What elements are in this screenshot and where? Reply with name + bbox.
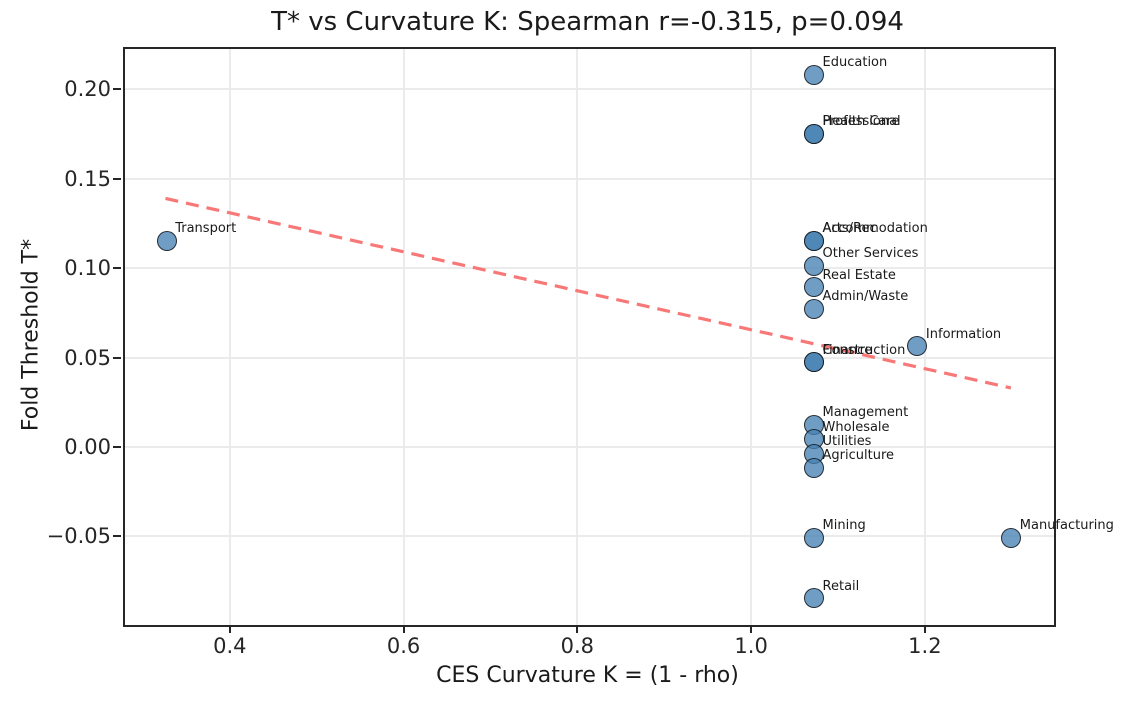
data-point-label: Health Care — [822, 114, 900, 130]
data-point — [804, 230, 825, 251]
x-tick-label: 0.8 — [560, 634, 595, 658]
x-tick-mark — [402, 625, 405, 633]
x-gridline — [402, 49, 405, 625]
x-gridline — [576, 49, 579, 625]
y-gridline — [125, 356, 1054, 359]
x-tick-mark — [576, 625, 579, 633]
data-point-label: Admin/Waste — [822, 289, 909, 305]
trend-line-layer — [165, 196, 1012, 390]
x-tick-label: 0.4 — [213, 634, 247, 658]
data-point — [156, 230, 177, 251]
data-point — [804, 527, 825, 548]
y-tick-label: 0.00 — [64, 434, 111, 459]
data-point-label: Mining — [822, 518, 866, 534]
data-point-label: Agriculture — [822, 448, 895, 464]
plot-area: Education Health Care Professional Transpor… — [123, 47, 1114, 627]
y-gridline — [125, 177, 1054, 180]
x-gridline — [228, 49, 231, 625]
data-point-label: Accommodation — [822, 221, 928, 237]
y-tick-mark — [113, 445, 121, 448]
data-point-label: Construction — [822, 342, 906, 358]
x-gridline — [750, 49, 753, 625]
data-point-label: Education — [822, 55, 888, 71]
data-point — [804, 255, 825, 276]
data-point-label: Utilities — [822, 434, 872, 450]
y-tick-label: −0.05 — [46, 524, 111, 549]
x-tick-mark — [923, 625, 926, 633]
data-point — [804, 588, 825, 609]
data-point — [804, 298, 825, 319]
y-gridline — [125, 267, 1054, 270]
data-point-label: Manufacturing — [1019, 518, 1114, 534]
data-point-label: Wholesale — [822, 419, 890, 435]
trend-line — [165, 196, 1012, 390]
data-point — [804, 277, 825, 298]
data-point-label: Real Estate — [822, 267, 896, 283]
y-tick-mark — [113, 356, 121, 359]
x-gridline — [923, 49, 926, 625]
data-point — [804, 123, 825, 144]
chart-title: T* vs Curvature K: Spearman r=-0.315, p=… — [271, 7, 904, 37]
x-tick-mark — [750, 625, 753, 633]
x-tick-label: 0.6 — [386, 634, 421, 658]
data-point-label: Professional — [822, 114, 901, 130]
x-tick-mark — [228, 625, 231, 633]
x-axis-label: CES Curvature K = (1 - rho) — [436, 663, 739, 688]
data-point-label: Retail — [822, 578, 860, 594]
y-tick-mark — [113, 88, 121, 91]
data-point-label: Transport — [175, 221, 237, 237]
data-point-label: Arts/Rec — [822, 221, 877, 237]
data-point — [804, 64, 825, 85]
data-point — [804, 457, 825, 478]
data-point-label: Finance — [822, 342, 873, 358]
y-tick-mark — [113, 267, 121, 270]
data-point-label: Management — [822, 405, 909, 421]
y-tick-label: 0.15 — [64, 166, 111, 191]
y-tick-label: 0.10 — [64, 256, 111, 281]
y-tick-mark — [113, 535, 121, 538]
x-tick-label: 1.2 — [908, 634, 942, 658]
data-point-label: Other Services — [822, 246, 919, 262]
data-point — [907, 336, 928, 357]
x-tick-label: 1.0 — [734, 634, 768, 658]
y-tick-mark — [113, 177, 121, 180]
data-point — [1001, 527, 1022, 548]
y-gridline — [125, 535, 1054, 538]
data-point-label: Information — [925, 326, 1002, 342]
y-tick-label: 0.05 — [64, 345, 111, 370]
y-tick-label: 0.20 — [64, 77, 111, 102]
data-point — [804, 352, 825, 373]
y-axis-label: Fold Threshold T* — [18, 238, 44, 432]
y-gridline — [125, 88, 1054, 91]
y-gridline — [125, 445, 1054, 448]
